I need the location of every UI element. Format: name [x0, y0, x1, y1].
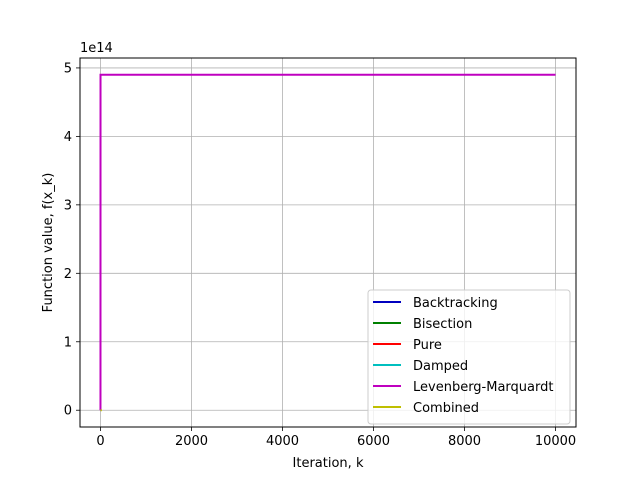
y-offset-label: 1e14 [80, 41, 113, 56]
grid [80, 58, 576, 427]
legend-label: Combined [413, 401, 479, 416]
y-tick-label: 4 [64, 130, 72, 145]
x-ticks: 0 2000 4000 6000 8000 10000 [96, 427, 576, 449]
legend-box [367, 289, 571, 425]
x-tick-label: 6000 [357, 434, 390, 449]
y-tick-label: 2 [64, 267, 72, 282]
legend-label: Bisection [413, 317, 472, 332]
y-axis-label: Function value, f(x_k) [41, 173, 56, 313]
series-line-levenberg-marquardt [99, 73, 556, 411]
x-tick-label: 0 [96, 434, 104, 449]
legend: Backtracking Bisection Pure Damped Levenberg… [367, 289, 571, 425]
legend-label: Backtracking [413, 296, 498, 311]
y-tick-label: 0 [64, 404, 72, 419]
y-tick-label: 3 [64, 198, 72, 213]
x-tick-label: 10000 [535, 434, 576, 449]
legend-label: Levenberg-Marquardt [413, 380, 553, 395]
x-tick-label: 2000 [175, 434, 208, 449]
x-tick-label: 4000 [266, 434, 299, 449]
legend-label: Pure [413, 338, 442, 353]
axes-frame [79, 57, 577, 428]
legend-label: Damped [413, 359, 468, 374]
x-axis-label: Iteration, k [293, 456, 364, 471]
y-tick-label: 1 [64, 335, 72, 350]
y-tick-label: 5 [64, 61, 72, 76]
x-tick-label: 8000 [448, 434, 481, 449]
y-ticks: 0 1 2 3 4 5 [64, 61, 80, 419]
series-lines [99, 73, 556, 412]
